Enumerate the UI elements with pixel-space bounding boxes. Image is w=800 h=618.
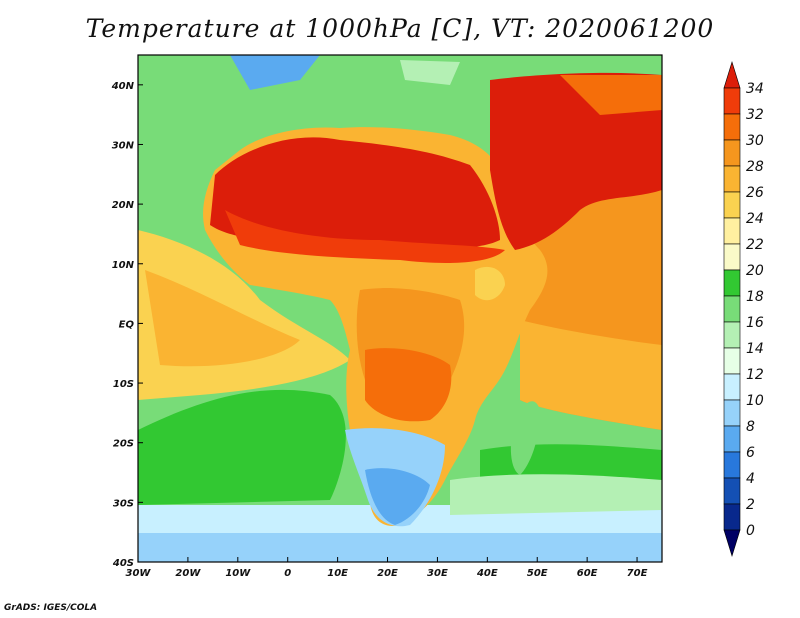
colorbar-label: 24: [746, 211, 764, 227]
map-title: Temperature at 1000hPa [C], VT: 20200612…: [85, 14, 715, 43]
longitude-axis: 30W 20W 10W 0 10E 20E 30E 40E 50E 60E 70E: [126, 557, 648, 579]
colorbar-swatch: [723, 373, 741, 401]
software-credit: GrADS: IGES/COLA: [4, 603, 98, 613]
colorbar-swatch: [723, 87, 741, 115]
colorbar-swatch: [723, 399, 741, 427]
x-tick-label: 10W: [225, 568, 251, 579]
x-tick-label: 40E: [476, 568, 498, 579]
colorbar-swatch: [723, 217, 741, 245]
colorbar-label: 12: [746, 367, 764, 383]
colorbar-label: 34: [746, 81, 764, 97]
y-tick-label: EQ: [119, 319, 135, 330]
colorbar-label: 2: [746, 497, 755, 513]
map-frame: [137, 54, 663, 563]
colorbar-label: 8: [746, 419, 755, 435]
y-tick-label: 40S: [112, 558, 134, 569]
latitude-axis: 40N 30N 20N 10N EQ 10S 20S 30S 40S: [111, 81, 143, 569]
x-tick-label: 20W: [175, 568, 201, 579]
colorbar-label: 16: [746, 315, 764, 331]
colorbar-swatch: [723, 191, 741, 219]
x-tick-label: 10E: [327, 568, 348, 579]
y-tick-label: 20N: [112, 200, 135, 211]
temperature-field: [138, 55, 662, 562]
x-tick-label: 60E: [577, 568, 598, 579]
x-tick-label: 50E: [527, 568, 548, 579]
colorbar-label: 22: [746, 237, 764, 253]
colorbar-swatch: [723, 113, 741, 141]
y-tick-label: 20S: [113, 439, 134, 450]
colorbar-swatch: [723, 321, 741, 349]
colorbar-swatch: [723, 425, 741, 453]
colorbar-swatch: [723, 165, 741, 193]
colorbar-label: 28: [746, 159, 764, 175]
colorbar-label: 32: [746, 107, 764, 123]
colorbar-label: 20: [746, 263, 764, 279]
colorbar-swatch: [723, 477, 741, 505]
y-tick-label: 10N: [112, 260, 135, 271]
y-tick-label: 30N: [112, 140, 135, 151]
y-tick-label: 40N: [111, 81, 135, 92]
colorbar-swatch: [723, 269, 741, 297]
colorbar-label: 0: [746, 523, 755, 539]
colorbar-swatch: [723, 60, 741, 89]
colorbar-label: 6: [746, 445, 755, 461]
colorbar-swatch: [723, 451, 741, 479]
colorbar-swatch: [723, 295, 741, 323]
x-tick-label: 30E: [427, 568, 448, 579]
x-tick-label: 70E: [627, 568, 648, 579]
x-tick-label: 0: [284, 568, 291, 579]
colorbar-label: 18: [746, 289, 764, 305]
colorbar-label: 4: [746, 471, 755, 487]
x-tick-label: 30W: [126, 568, 152, 579]
y-tick-label: 10S: [113, 379, 134, 390]
colorbar-swatch: [723, 503, 741, 531]
colorbar-label: 10: [746, 393, 764, 409]
colorbar-swatch: [723, 139, 741, 167]
colorbar-label: 26: [746, 185, 764, 201]
colorbar-swatch: [723, 529, 741, 558]
y-tick-label: 30S: [113, 498, 134, 509]
x-tick-label: 20E: [377, 568, 398, 579]
colorbar-label: 14: [746, 341, 764, 357]
colorbar-swatch: [723, 243, 741, 271]
colorbar-label: 30: [746, 133, 764, 149]
colorbar-swatch: [723, 347, 741, 375]
